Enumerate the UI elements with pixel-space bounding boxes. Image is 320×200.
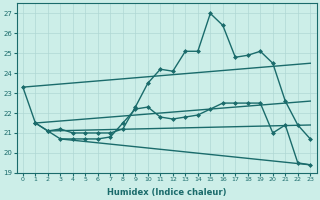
X-axis label: Humidex (Indice chaleur): Humidex (Indice chaleur)	[107, 188, 226, 197]
